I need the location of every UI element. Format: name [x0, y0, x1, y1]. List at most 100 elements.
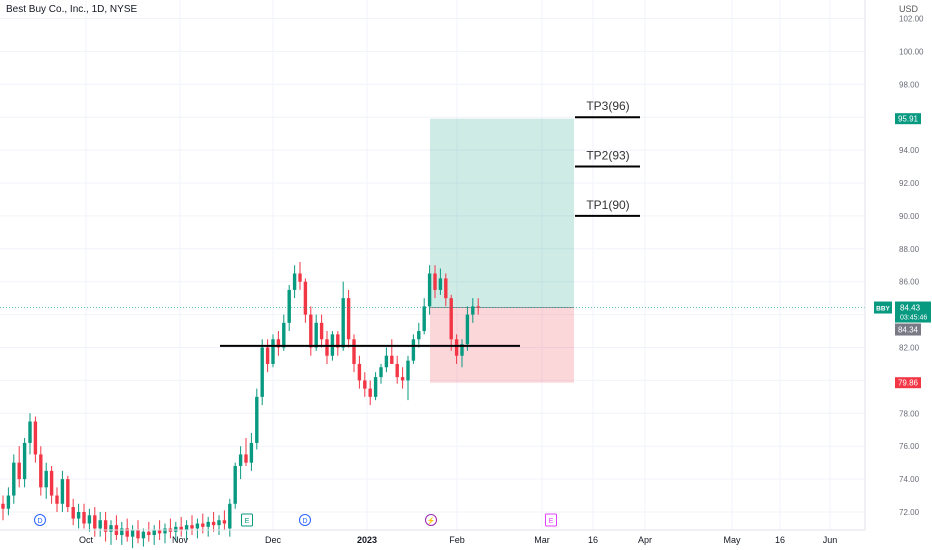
candle-body: [136, 530, 140, 539]
candle-body: [476, 306, 480, 308]
candle-body: [109, 525, 113, 532]
x-tick-label: Dec: [265, 535, 282, 545]
candle-body: [287, 289, 291, 323]
candle-body: [292, 273, 297, 290]
y-tick-label: 78.00: [899, 409, 920, 418]
candle-body: [400, 377, 405, 381]
candle-body: [120, 528, 124, 536]
candle-body: [49, 470, 54, 496]
candle-body: [471, 306, 475, 315]
earnings-marker[interactable]: [241, 513, 253, 527]
y-tick-label: 82.00: [899, 344, 920, 353]
candle-body: [298, 273, 302, 282]
prev-price-bg: [895, 323, 921, 336]
candle-body: [71, 507, 75, 519]
candle-body: [352, 339, 356, 364]
x-tick-label: Jun: [823, 535, 838, 545]
event-marker-label: ⚡: [427, 516, 436, 525]
x-tick-label: Nov: [172, 535, 189, 545]
take-profit-label: TP3(96): [586, 99, 629, 113]
candle-body: [55, 495, 59, 504]
candle-body: [93, 515, 97, 529]
x-tick-label: 16: [588, 535, 598, 545]
symbol-title[interactable]: Best Buy Co., Inc., 1D, NYSE: [6, 4, 138, 15]
countdown-label: 03:45:46: [900, 315, 927, 322]
y-tick-label: 92.00: [899, 179, 920, 188]
candle-body: [368, 388, 372, 397]
currency-label: USD: [899, 4, 919, 14]
candle-body: [76, 512, 81, 519]
symbol-badge: BBY: [876, 306, 890, 313]
drawing-overlays: TP3(96) TP2(93) TP1(90): [0, 99, 865, 347]
target-price-label: 95.91: [898, 115, 919, 124]
candle-body: [60, 479, 65, 504]
candle-body: [82, 512, 86, 524]
candle-body: [141, 531, 146, 539]
dividend-marker[interactable]: [299, 514, 311, 526]
candles: [1, 261, 480, 549]
earnings-marker[interactable]: [545, 513, 557, 527]
candle-body: [33, 421, 38, 455]
candle-body: [87, 515, 92, 524]
candle-body: [174, 526, 178, 532]
candle-body: [130, 530, 135, 537]
profit-zone[interactable]: [430, 118, 574, 308]
candle-body: [163, 528, 167, 534]
candle-body: [433, 273, 437, 290]
candle-body: [28, 421, 32, 443]
stop-price-label: 79.86: [898, 379, 919, 388]
candle-body: [406, 360, 410, 381]
event-marker-label: E: [245, 518, 250, 525]
y-tick-label: 88.00: [899, 245, 920, 254]
y-tick-label: 74.00: [899, 475, 920, 484]
candle-body: [147, 531, 151, 536]
candle-body: [336, 334, 340, 348]
candle-body: [255, 396, 259, 443]
candle-body: [228, 503, 232, 529]
candle-body: [417, 331, 421, 340]
grid-lines: [0, 0, 865, 530]
x-tick-label: Mar: [534, 535, 550, 545]
candle-body: [438, 278, 443, 290]
candle-body: [422, 306, 426, 332]
candle-body: [244, 454, 248, 463]
stop-price-label-bg: [895, 377, 921, 389]
candle-body: [465, 314, 470, 345]
symbol-badge-bg: [874, 301, 892, 314]
candle-body: [157, 530, 162, 534]
y-tick-label: 76.00: [899, 442, 920, 451]
event-marker-label: D: [302, 518, 307, 525]
candle-body: [373, 377, 378, 397]
candle-body: [103, 520, 108, 532]
candle-body: [454, 339, 459, 356]
x-tick-label: 16: [775, 535, 785, 545]
event-marker-label: D: [37, 518, 42, 525]
x-tick-label: Oct: [79, 535, 94, 545]
time-axis[interactable]: Oct Nov Dec 2023 Feb Mar 16 Apr May 16 Jun: [79, 535, 837, 545]
candle-body: [1, 503, 5, 509]
y-tick-label: 102.00: [899, 15, 924, 24]
last-price-label: 84.43: [900, 304, 921, 313]
price-axis[interactable]: 72.0074.0076.0078.0080.0082.0084.0086.00…: [899, 15, 924, 518]
candle-body: [6, 495, 11, 509]
candle-body: [222, 520, 227, 524]
candle-body: [395, 363, 399, 378]
prev-price-label: 84.34: [898, 326, 919, 335]
split-marker[interactable]: [425, 514, 437, 526]
candle-body: [44, 470, 48, 488]
candle-body: [211, 521, 216, 526]
candle-body: [125, 528, 129, 537]
candle-body: [201, 523, 205, 527]
candle-body: [271, 339, 275, 364]
dividend-marker[interactable]: [34, 514, 46, 526]
candle-body: [411, 339, 416, 361]
candle-body: [217, 520, 221, 526]
candle-body: [379, 367, 383, 378]
y-tick-label: 86.00: [899, 278, 920, 287]
y-tick-label: 98.00: [899, 80, 920, 89]
last-price-bg: [895, 301, 931, 323]
candle-body: [249, 442, 254, 463]
candle-body: [363, 380, 367, 389]
y-tick-label: 90.00: [899, 212, 920, 221]
